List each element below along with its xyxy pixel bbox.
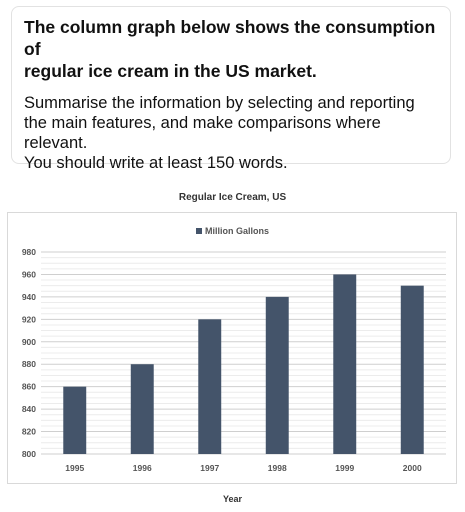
task-instruction-line: the main features, and make comparisons … [24, 114, 381, 132]
bar [265, 296, 289, 454]
x-tick-label: 1995 [65, 463, 84, 473]
chart-title: Regular Ice Cream, US [178, 192, 287, 203]
x-tick-label: 1998 [268, 463, 287, 473]
x-tick-label: 1997 [200, 463, 219, 473]
task-heading-line: regular ice cream in the US market. [24, 61, 317, 81]
y-tick-label: 980 [22, 247, 36, 257]
x-tick-label: 1999 [335, 463, 354, 473]
y-tick-label: 800 [22, 449, 36, 459]
bar [198, 319, 222, 454]
legend-label: Million Gallons [205, 226, 269, 236]
y-tick-label: 820 [22, 427, 36, 437]
task-instruction-line: You should write at least 150 words. [24, 154, 288, 172]
y-tick-label: 940 [22, 292, 36, 302]
legend-swatch [196, 228, 202, 234]
bar [333, 274, 357, 454]
bar [63, 386, 87, 454]
task-instructions: Summarise the information by selecting a… [24, 93, 438, 173]
bar [400, 285, 424, 454]
x-tick-label: 2000 [403, 463, 422, 473]
task-instruction-line: Summarise the information by selecting a… [24, 94, 415, 112]
y-tick-label: 900 [22, 337, 36, 347]
task-instruction-line: relevant. [24, 134, 88, 152]
task-heading: The column graph below shows the consump… [24, 16, 438, 82]
y-tick-label: 860 [22, 382, 36, 392]
x-tick-label: 1996 [133, 463, 152, 473]
task-card: The column graph below shows the consump… [11, 6, 451, 172]
y-tick-label: 880 [22, 359, 36, 369]
y-tick-label: 840 [22, 404, 36, 414]
bar [130, 364, 154, 454]
y-tick-label: 920 [22, 314, 36, 324]
task-heading-line: The column graph below shows the consump… [24, 17, 436, 59]
y-tick-label: 960 [22, 269, 36, 279]
x-axis-title: Year [222, 494, 243, 504]
